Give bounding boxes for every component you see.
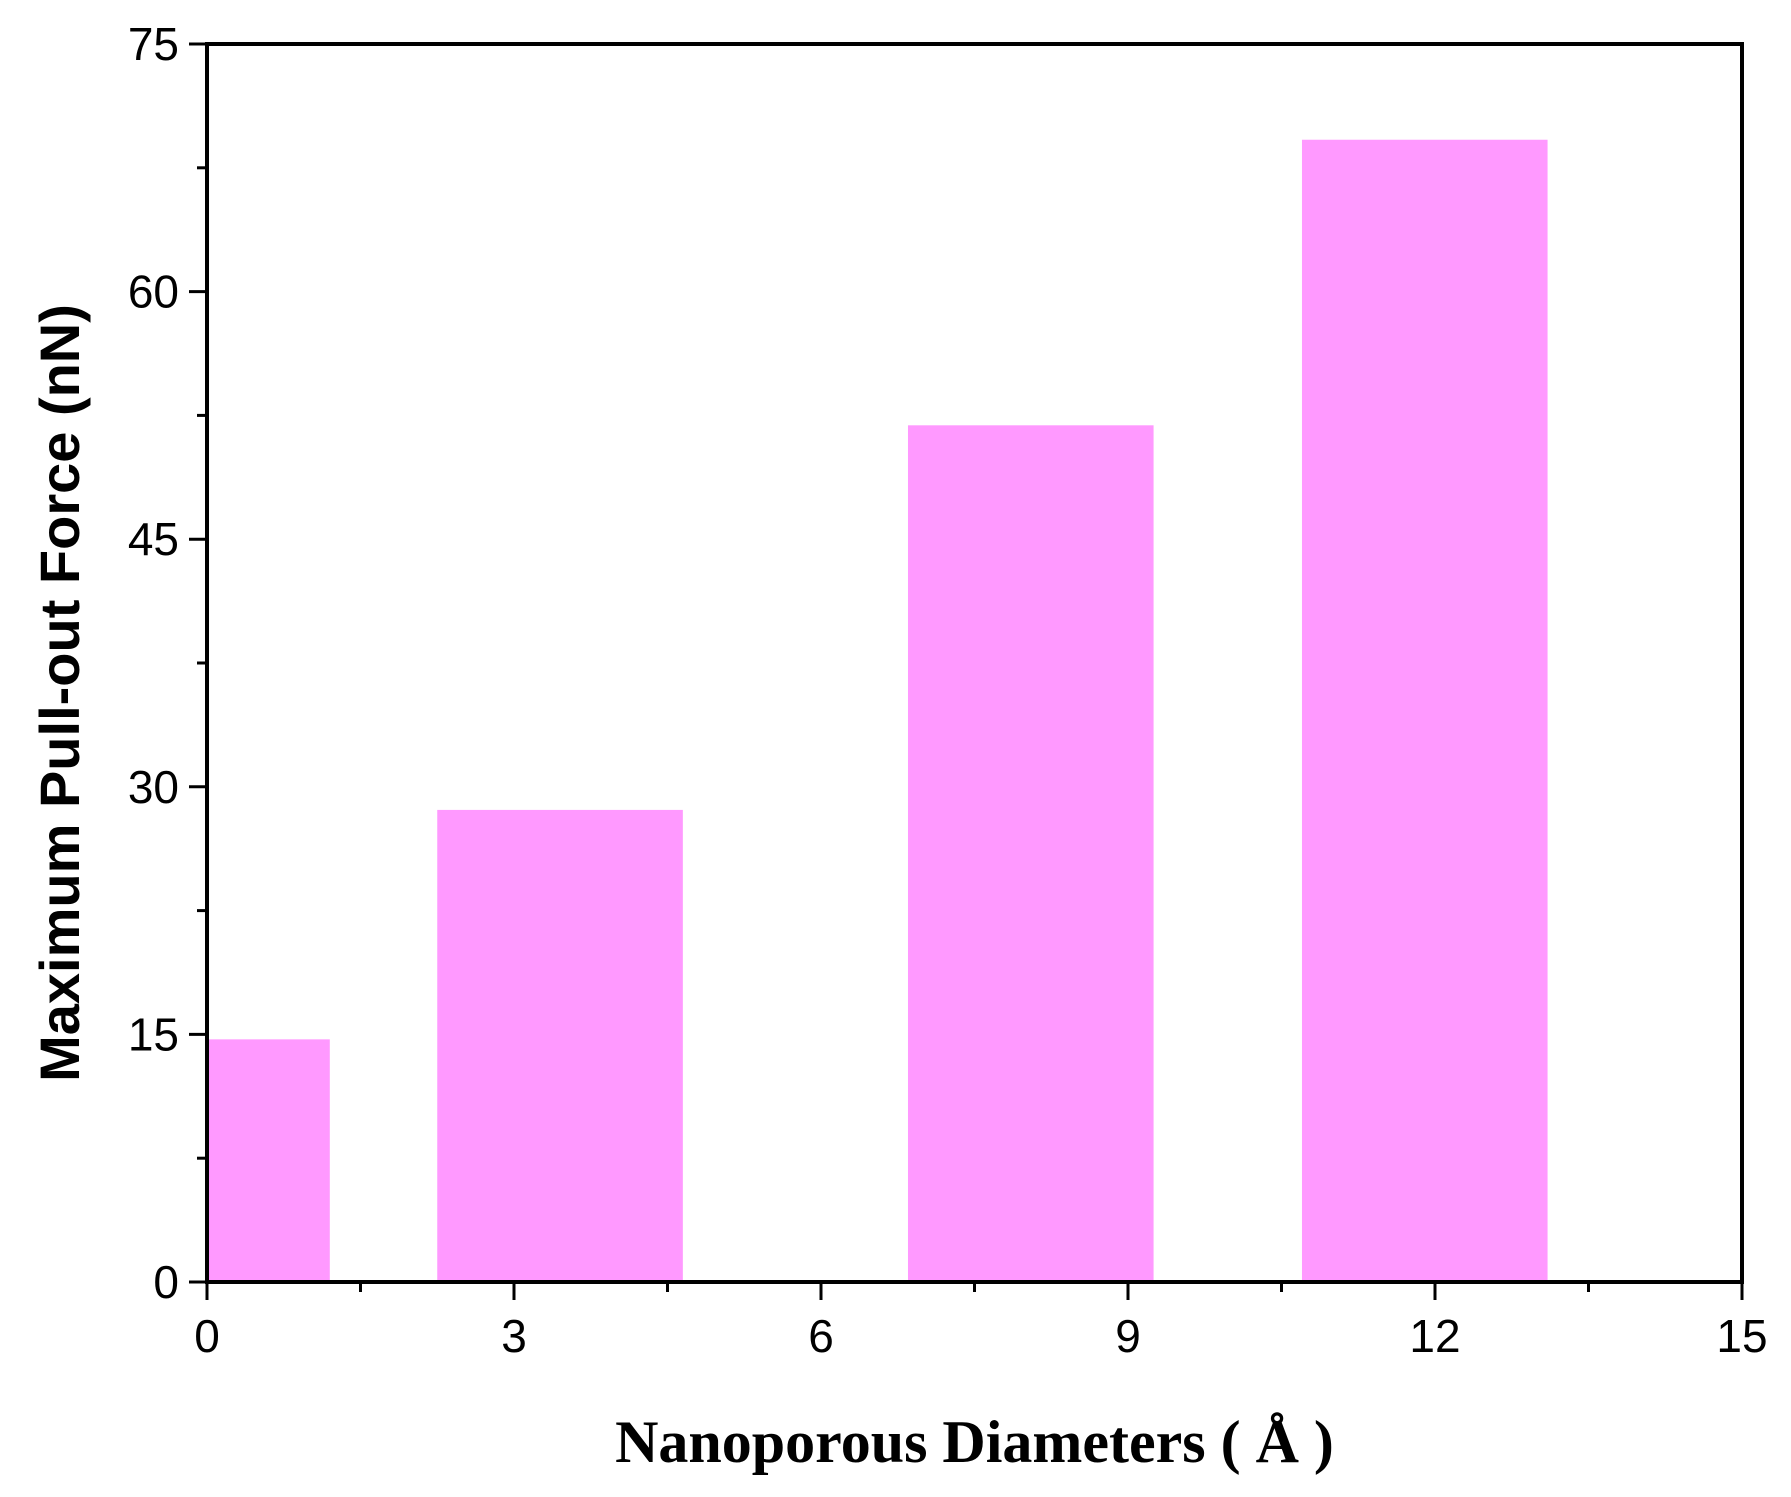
y-tick-label-45: 45 bbox=[128, 513, 179, 565]
bar-0 bbox=[207, 1039, 330, 1282]
y-tick-label-0: 0 bbox=[153, 1256, 179, 1308]
x-tick-label-9: 9 bbox=[1115, 1310, 1141, 1362]
y-axis-title: Maximum Pull-out Force (nN) bbox=[28, 304, 91, 1082]
bar-1 bbox=[437, 809, 683, 1282]
bars-layer bbox=[207, 139, 1548, 1283]
bar-3 bbox=[1301, 139, 1548, 1283]
y-tick-label-60: 60 bbox=[128, 266, 179, 318]
x-axis-title: Nanoporous Diameters ( Å ) bbox=[615, 1409, 1334, 1475]
ticks-layer: 0 3 6 9 12 15 0 15 30 45 60 75 bbox=[128, 18, 1768, 1362]
x-tick-label-15: 15 bbox=[1716, 1310, 1767, 1362]
x-tick-label-6: 6 bbox=[808, 1310, 834, 1362]
y-tick-label-30: 30 bbox=[128, 761, 179, 813]
y-tick-label-15: 15 bbox=[128, 1008, 179, 1060]
y-tick-label-75: 75 bbox=[128, 18, 179, 70]
x-tick-label-0: 0 bbox=[194, 1310, 220, 1362]
x-tick-label-12: 12 bbox=[1409, 1310, 1460, 1362]
x-tick-label-3: 3 bbox=[501, 1310, 527, 1362]
bar-2 bbox=[907, 425, 1154, 1283]
